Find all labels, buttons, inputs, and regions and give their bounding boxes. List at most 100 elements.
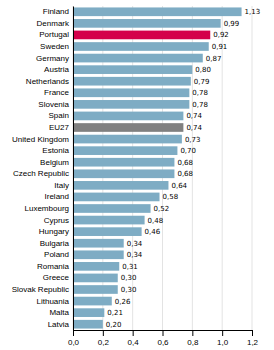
- bar: [73, 193, 160, 202]
- bar: [73, 227, 142, 236]
- tick-label: Italy: [54, 181, 69, 190]
- tick: Slovenia: [38, 100, 73, 109]
- tick: Finland: [43, 7, 73, 16]
- tick-label: 1,0: [217, 338, 229, 347]
- tick-label: EU27: [49, 123, 70, 132]
- data-label: 0,68: [177, 170, 193, 178]
- data-label: 0,34: [127, 240, 143, 248]
- data-label: 0,64: [171, 182, 187, 190]
- tick: United Kingdom: [12, 135, 73, 144]
- tick: 1,2: [247, 330, 259, 347]
- tick-label: Hungary: [39, 227, 69, 236]
- tick-label: Malta: [49, 308, 69, 317]
- bars: [73, 7, 242, 328]
- data-label: 0,58: [163, 193, 179, 201]
- data-label: 0,79: [194, 78, 210, 86]
- tick-label: Austria: [44, 65, 69, 74]
- bar: [73, 216, 145, 225]
- data-labels: 1,130,990,920,910,870,800,790,780,780,74…: [106, 8, 260, 328]
- data-label: 0,31: [122, 263, 138, 271]
- bar: [73, 250, 124, 259]
- tick: Estonia: [42, 146, 73, 155]
- tick: 0,8: [187, 330, 199, 347]
- data-label: 0,78: [192, 101, 208, 109]
- tick-mark: [133, 330, 134, 336]
- grid: [73, 6, 252, 330]
- tick-label: Denmark: [37, 19, 70, 28]
- data-label: 0,52: [154, 205, 170, 213]
- bar: [73, 31, 210, 40]
- tick-label: Slovak Republic: [12, 285, 69, 294]
- tick-label: Spain: [49, 111, 69, 120]
- tick: Austria: [44, 65, 73, 74]
- tick-label: Portugal: [39, 30, 69, 39]
- bar: [73, 262, 119, 271]
- tick: Netherlands: [26, 77, 73, 86]
- tick-label: Lithuania: [37, 297, 70, 306]
- tick: 0,0: [68, 330, 80, 347]
- data-label: 0,26: [115, 298, 131, 306]
- bar: [73, 123, 183, 132]
- data-label: 0,20: [106, 321, 122, 329]
- tick-label: United Kingdom: [12, 135, 69, 144]
- grid-line: [222, 6, 223, 330]
- tick-mark: [222, 330, 223, 336]
- tick: Poland: [44, 250, 73, 259]
- data-label: 0,73: [185, 136, 201, 144]
- tick: 0,2: [98, 330, 110, 347]
- tick: Ireland: [45, 192, 73, 201]
- tick-label: Latvia: [48, 320, 70, 329]
- tick-label: France: [44, 88, 69, 97]
- tick-label: Greece: [43, 273, 70, 282]
- data-label: 0,78: [192, 89, 208, 97]
- grid-line: [252, 6, 253, 330]
- tick-label: 0,2: [98, 338, 110, 347]
- tick-label: Netherlands: [26, 77, 69, 86]
- tick: Cyprus: [44, 216, 73, 225]
- bar: [73, 308, 104, 317]
- bar: [73, 65, 192, 74]
- tick: Malta: [49, 308, 73, 317]
- tick: 1,0: [217, 330, 229, 347]
- tick: Germany: [36, 54, 73, 63]
- data-label: 0,34: [127, 251, 143, 259]
- tick-label: 0,0: [68, 338, 80, 347]
- tick: EU27: [49, 123, 73, 132]
- tick: Denmark: [37, 19, 73, 28]
- bar: [73, 112, 183, 121]
- tick-label: 0,6: [157, 338, 169, 347]
- tick-label: Ireland: [45, 192, 69, 201]
- tick-label: Bulgaria: [40, 239, 70, 248]
- tick-label: Belgium: [40, 158, 69, 167]
- bar: [73, 204, 151, 213]
- tick-mark: [252, 330, 253, 336]
- axis-line: [73, 7, 74, 331]
- y-axis: FinlandDenmarkPortugalSwedenGermanyAustr…: [12, 7, 74, 331]
- bar: [73, 77, 191, 86]
- tick: Spain: [49, 111, 73, 120]
- tick-mark: [192, 330, 193, 336]
- tick: Bulgaria: [40, 239, 73, 248]
- plot: 0,0 0,2 0,4 0,6 0,8 1,0 1,2 Finland Denmark Portu…: [12, 6, 261, 347]
- data-label: 0,74: [186, 112, 202, 120]
- tick-label: 0,4: [128, 338, 140, 347]
- tick: Romania: [37, 262, 73, 271]
- tick: Luxembourg: [25, 204, 73, 213]
- tick-label: Cyprus: [44, 216, 69, 225]
- tick-mark: [163, 330, 164, 336]
- tick: Greece: [43, 273, 73, 282]
- data-label: 0,21: [107, 309, 123, 317]
- data-label: 0,46: [145, 228, 161, 236]
- tick: Slovak Republic: [12, 285, 73, 294]
- tick-label: 1,2: [247, 338, 259, 347]
- tick: 0,4: [128, 330, 140, 347]
- data-label: 1,13: [245, 8, 261, 16]
- tick-label: Germany: [36, 54, 69, 63]
- data-label: 0,91: [212, 43, 228, 51]
- data-label: 0,48: [148, 217, 164, 225]
- bar: [73, 100, 189, 109]
- tick-label: Slovenia: [38, 100, 69, 109]
- bar: [73, 158, 174, 167]
- bar: [73, 297, 112, 306]
- tick-mark: [73, 330, 74, 336]
